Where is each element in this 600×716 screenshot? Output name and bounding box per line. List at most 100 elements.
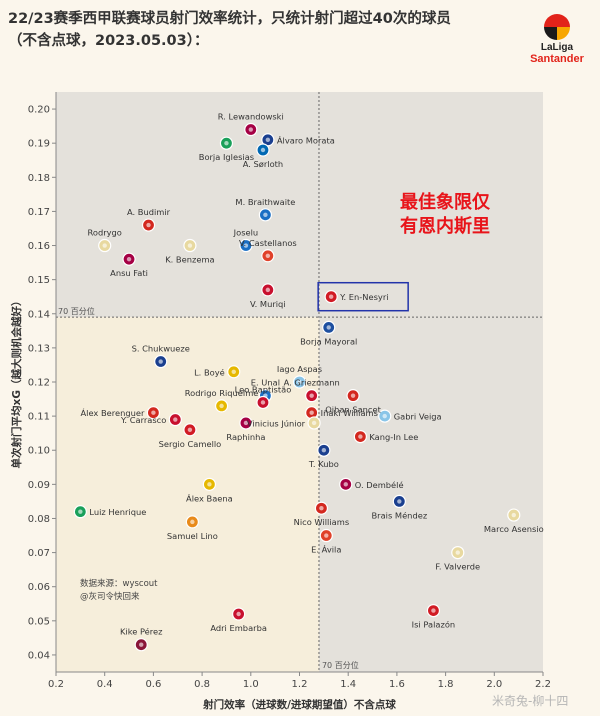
badge-center <box>326 325 331 330</box>
player-label: L. Boyé <box>194 367 225 377</box>
player-label: Borja Mayoral <box>300 336 357 346</box>
player-point <box>256 143 270 157</box>
player-label: A. Sørloth <box>243 159 283 169</box>
badge-center <box>139 642 144 647</box>
player-point <box>239 238 253 253</box>
source-line-1: 数据来源：wyscout <box>80 578 158 589</box>
player-label: Álvaro Morata <box>277 134 335 145</box>
y-tick-label: 0.13 <box>28 343 50 354</box>
badge-center <box>126 256 132 262</box>
badge-center <box>219 403 224 409</box>
badge-center <box>260 400 266 405</box>
player-point <box>378 409 392 423</box>
player-label: R. Lewandowski <box>218 112 284 122</box>
player-label: Oihan Sancet <box>325 405 381 415</box>
logo-brand-laliga: LaLiga <box>540 42 574 53</box>
player-point <box>258 208 273 222</box>
badge-center <box>231 369 236 374</box>
quadrant-top-right <box>318 92 543 318</box>
x-tick-label: 0.4 <box>97 679 113 690</box>
player-point <box>507 508 521 522</box>
badge-center <box>187 427 193 432</box>
player-label: Kike Pérez <box>120 627 163 637</box>
highlight-box <box>317 281 409 312</box>
player-label: Álex Baena <box>186 492 233 503</box>
axes: 0.2 0.4 0.6 0.8 1.0 1.2 1.4 1.6 1.8 2.0 2.2 0.04 0.0… <box>10 92 551 711</box>
player-point <box>314 501 329 515</box>
player-label: Brais Méndez <box>371 510 427 520</box>
player-point <box>183 423 197 437</box>
badge-center <box>263 212 268 218</box>
badge-center <box>243 420 249 426</box>
quadrant-top-left <box>56 92 319 318</box>
y-tick-label: 0.18 <box>28 173 50 184</box>
player-point <box>353 429 367 444</box>
x-tick-label: 2.2 <box>535 679 551 690</box>
title-line-1: 22/23赛季西甲联赛球员射门效率统计，只统计射门超过40次的球员 <box>8 11 451 27</box>
plot-background <box>56 92 543 672</box>
player-label: Álex Berenguer <box>80 407 145 418</box>
badge-center <box>187 243 193 248</box>
player-label: Kang-In Lee <box>369 432 418 442</box>
player-label: A. Budimir <box>127 207 171 217</box>
y-tick-label: 0.05 <box>28 616 50 627</box>
player-label: Nico Williams <box>294 517 350 527</box>
player-point <box>322 320 336 335</box>
player-label: Isi Palazón <box>412 620 456 630</box>
badge-center <box>311 420 317 426</box>
x-tick-label: 1.2 <box>292 679 308 690</box>
player-label: E. Unal <box>251 378 280 388</box>
player-label: Marco Asensio <box>484 524 544 534</box>
player-label: A. Griezmann <box>284 378 340 388</box>
badge-center <box>328 294 334 299</box>
badge-center <box>397 499 402 504</box>
y-tick-label: 0.15 <box>28 275 50 286</box>
badge-center <box>265 287 271 293</box>
player-point <box>244 122 258 137</box>
y-tick-label: 0.11 <box>28 412 50 423</box>
x-tick-label: 1.0 <box>243 679 259 690</box>
player-point <box>261 249 275 263</box>
player-label: Raphinha <box>226 432 265 442</box>
player-label: Vinicius Júnior <box>247 418 306 428</box>
badge-center <box>260 147 266 153</box>
player-point <box>324 290 338 304</box>
y-tick-label: 0.06 <box>28 582 50 593</box>
player-point <box>185 515 199 529</box>
player-point <box>154 354 168 369</box>
badge-center <box>511 512 516 518</box>
player-label: M. Braithwaite <box>235 197 295 207</box>
logo-brand-santander: Santander <box>530 53 584 65</box>
player-point <box>227 365 241 379</box>
player-point <box>146 406 160 420</box>
badge-center <box>319 506 324 511</box>
badge-center <box>297 379 302 385</box>
y-tick-label: 0.12 <box>28 378 50 389</box>
x-tick-label: 1.4 <box>340 679 356 690</box>
player-label: V. Castellanos <box>239 238 297 248</box>
x-tick-label: 0.6 <box>145 679 161 690</box>
player-label: Luiz Henrique <box>89 507 146 517</box>
player-label: Y. Carrasco <box>120 415 166 425</box>
y-tick-label: 0.07 <box>28 548 50 559</box>
y-tick-label: 0.08 <box>28 514 50 525</box>
y-tick-label: 0.16 <box>28 241 50 252</box>
player-point <box>183 238 197 253</box>
badge-center <box>382 413 387 419</box>
badge-center <box>431 608 436 613</box>
player-point <box>219 136 234 150</box>
x-tick-label: 2.0 <box>486 679 502 690</box>
badge-center <box>265 253 271 258</box>
player-label: Samuel Lino <box>167 531 218 541</box>
player-label: Adri Embarba <box>210 623 267 633</box>
player-point <box>426 603 441 618</box>
watermark: 米奇兔-柳十四 <box>492 694 569 708</box>
y-tick-label: 0.04 <box>28 650 50 661</box>
badge-center <box>265 137 271 142</box>
player-point <box>134 638 148 652</box>
data-points <box>73 122 521 652</box>
source-line-2: @灰司令快回来 <box>80 591 140 602</box>
x-median-label: 70 百分位 <box>322 660 359 670</box>
